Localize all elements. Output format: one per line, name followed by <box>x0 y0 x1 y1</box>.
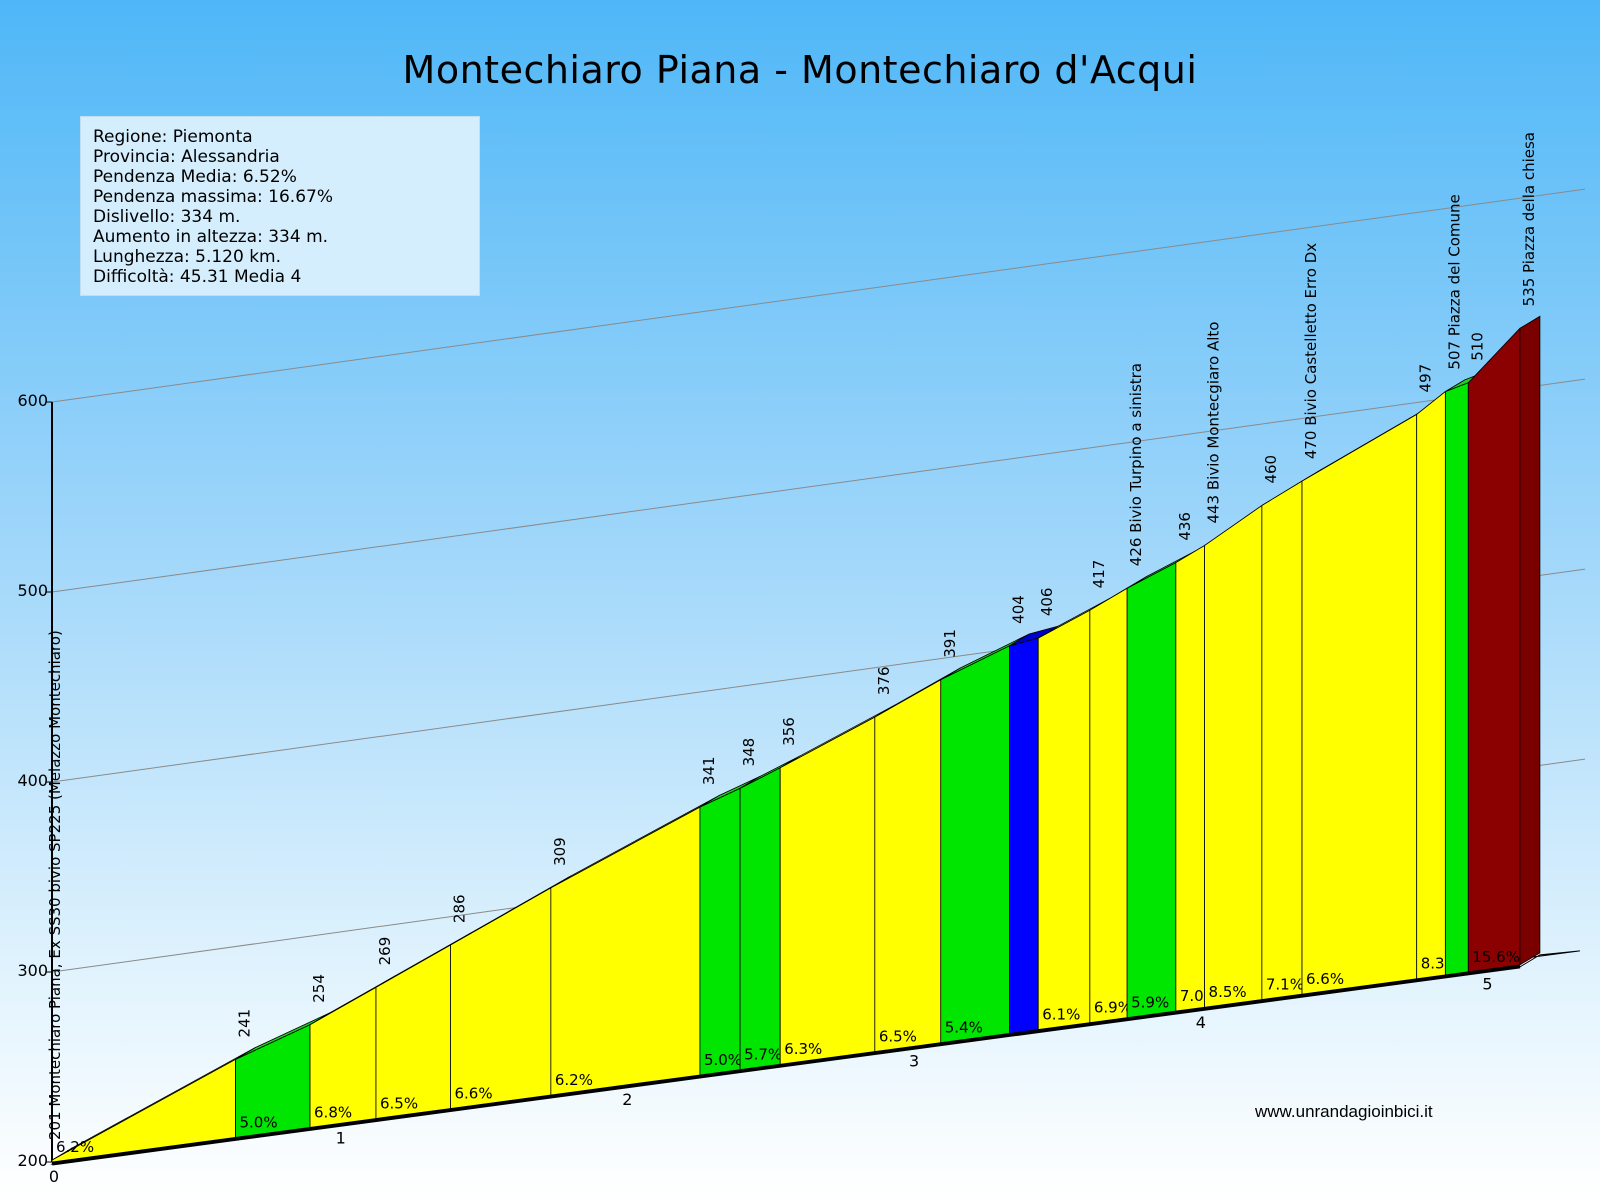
x-tick-label-4: 4 <box>1196 1013 1206 1032</box>
segment-grade-14: 5.9% <box>1131 994 1169 1012</box>
y-tick-label-300: 300 <box>17 961 48 980</box>
segment-face-19 <box>1416 390 1446 980</box>
segment-face-5 <box>550 806 701 1096</box>
segment-grade-0: 6.2% <box>56 1138 94 1156</box>
x-tick-label-2: 2 <box>622 1090 632 1109</box>
info-difficolta: Difficoltà: 45.31 Media 4 <box>93 267 302 287</box>
segment-grade-6: 5.0% <box>704 1051 742 1069</box>
grid-line-600 <box>51 188 1586 403</box>
altitude-label-16: 443 Bivio Montecgiaro Alto <box>1205 322 1223 524</box>
x-tick-label-1: 1 <box>336 1129 346 1148</box>
altitude-label-11: 404 <box>1010 595 1028 624</box>
segment-face-21 <box>1467 327 1521 973</box>
info-box: Regione: Piemonta Provincia: Alessandria… <box>80 116 480 296</box>
segment-grade-1: 5.0% <box>239 1113 277 1131</box>
x-tick-label-0: 0 <box>49 1167 59 1186</box>
segment-grade-21: 15.6% <box>1472 948 1520 966</box>
segment-face-9 <box>874 679 942 1052</box>
segment-grade-7: 5.7% <box>744 1046 782 1064</box>
altitude-label-0: 201 Montechiaro Piana, Ex SS30 bivio SP2… <box>46 630 64 1140</box>
segment-grade-10: 5.4% <box>945 1019 983 1037</box>
y-tick-label-500: 500 <box>17 581 48 600</box>
segment-face-3 <box>375 944 451 1119</box>
altitude-label-20: 507 Piazza del Comune <box>1445 194 1463 369</box>
altitude-label-3: 269 <box>376 937 394 966</box>
chart-title: Montechiaro Piana - Montechiaro d'Acqui <box>402 48 1198 92</box>
altitude-label-18: 470 Bivio Castelletto Erro Dx <box>1302 243 1320 459</box>
info-pendenza-media: Pendenza Media: 6.52% <box>93 167 297 187</box>
altitude-label-22: 535 Piazza della chiesa <box>1520 132 1538 306</box>
segment-face-7 <box>739 767 781 1071</box>
altitude-label-10: 391 <box>941 629 959 658</box>
segment-face-10 <box>940 645 1010 1044</box>
end-cap <box>1519 315 1541 966</box>
altitude-label-4: 286 <box>451 894 469 923</box>
altitude-label-12: 406 <box>1038 588 1056 617</box>
y-tick-label-200: 200 <box>17 1151 48 1170</box>
x-tick-label-3: 3 <box>909 1052 919 1071</box>
segment-grade-16: 8.5% <box>1209 983 1247 1001</box>
y-axis: 200 300 400 500 600 <box>17 391 53 1170</box>
altitude-label-5: 309 <box>551 837 569 866</box>
segment-face-8 <box>779 716 876 1065</box>
x-tick-label-5: 5 <box>1482 975 1492 994</box>
altitude-label-17: 460 <box>1262 455 1280 484</box>
y-tick-label-600: 600 <box>17 391 48 410</box>
segment-grade-9: 6.5% <box>879 1028 917 1046</box>
altitude-label-14: 426 Bivio Turpino a sinistra <box>1127 363 1145 566</box>
segment-grade-2: 6.8% <box>314 1103 352 1121</box>
segment-grade-4: 6.6% <box>455 1084 493 1102</box>
segment-grade-5: 6.2% <box>555 1071 593 1089</box>
y-tick-label-400: 400 <box>17 771 48 790</box>
altitude-label-1: 241 <box>235 1009 253 1038</box>
info-dislivello: Dislivello: 334 m. <box>93 207 241 227</box>
info-provincia: Provincia: Alessandria <box>93 147 280 167</box>
altitude-label-9: 376 <box>875 666 893 695</box>
info-lunghezza: Lunghezza: 5.120 km. <box>93 247 282 267</box>
segment-face-14 <box>1126 562 1177 1019</box>
segment-face-15 <box>1175 544 1205 1012</box>
segment-grade-18: 6.6% <box>1306 970 1344 988</box>
segment-face-20 <box>1444 382 1469 976</box>
segment-grade-3: 6.5% <box>380 1094 418 1112</box>
segment-grade-13: 6.9% <box>1094 999 1132 1017</box>
info-pendenza-massima: Pendenza massima: 16.67% <box>93 187 333 207</box>
website-credit: www.unrandagioinbici.it <box>1255 1102 1433 1121</box>
grid-line-500 <box>51 378 1586 593</box>
segment-face-6 <box>699 787 741 1076</box>
altitude-label-6: 341 <box>700 756 718 785</box>
profile-segments: 6.2%5.0%6.8% 6.5%6.6%6.2%5.0% 5.7% 6.3%6.5%… <box>51 315 1541 1163</box>
info-aumento: Aumento in altezza: 334 m. <box>93 227 329 247</box>
altitude-label-2: 254 <box>310 974 328 1003</box>
segment-face-12 <box>1037 609 1091 1031</box>
altitude-label-13: 417 <box>1090 560 1108 589</box>
altitude-label-21: 510 <box>1468 332 1486 361</box>
altitude-label-7: 348 <box>740 738 758 767</box>
segment-grade-8: 6.3% <box>784 1040 822 1058</box>
segment-face-11 <box>1009 637 1039 1034</box>
altitude-label-15: 436 <box>1176 512 1194 541</box>
segment-face-17 <box>1261 480 1303 1000</box>
altitude-labels: 201 Montechiaro Piana, Ex SS30 bivio SP2… <box>46 132 1538 1140</box>
segment-grade-17: 7.1% <box>1266 976 1304 994</box>
segment-grade-12: 6.1% <box>1042 1006 1080 1024</box>
info-regione: Regione: Piemonta <box>93 127 253 147</box>
altitude-label-19: 497 <box>1417 364 1435 393</box>
baseline-line <box>51 963 1521 1166</box>
segment-face-13 <box>1089 587 1128 1024</box>
segment-face-16 <box>1204 504 1263 1008</box>
altitude-label-8: 356 <box>780 717 798 746</box>
segment-face-18 <box>1301 413 1418 995</box>
